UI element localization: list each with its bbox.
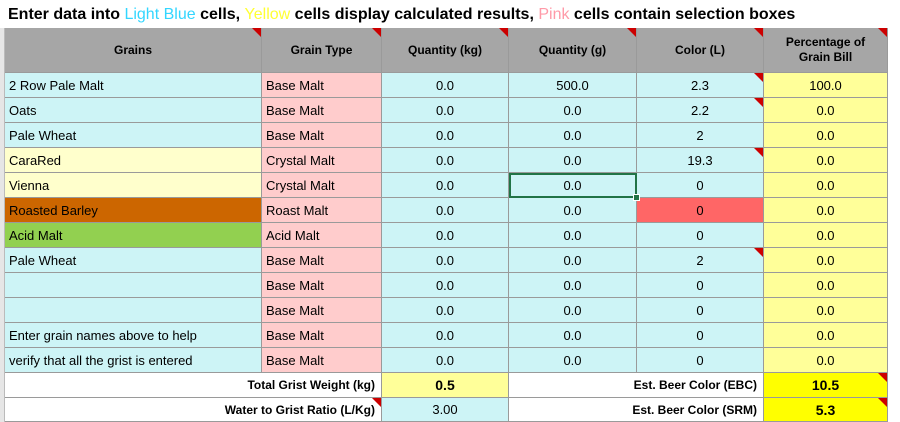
percentage-cell: 0.0 — [764, 273, 888, 298]
header-quantity-g: Quantity (g) — [509, 28, 637, 73]
quantity-kg-cell[interactable]: 0.0 — [382, 273, 509, 298]
percentage-cell: 0.0 — [764, 173, 888, 198]
color-cell[interactable]: 2 — [637, 248, 764, 273]
quantity-g-cell[interactable]: 0.0 — [509, 198, 637, 223]
color-cell[interactable]: 2 — [637, 123, 764, 148]
grain-name-cell[interactable]: verify that all the grist is entered — [5, 348, 262, 373]
header-grain-type: Grain Type — [262, 28, 382, 73]
percentage-cell: 0.0 — [764, 198, 888, 223]
percentage-cell: 0.0 — [764, 348, 888, 373]
color-cell[interactable]: 0 — [637, 323, 764, 348]
grain-type-select[interactable]: Base Malt — [262, 348, 382, 373]
quantity-kg-cell[interactable]: 0.0 — [382, 123, 509, 148]
quantity-g-cell[interactable]: 0.0 — [509, 248, 637, 273]
quantity-g-cell[interactable]: 0.0 — [509, 323, 637, 348]
banner-light-blue: Light Blue — [124, 6, 196, 23]
quantity-kg-cell[interactable]: 0.0 — [382, 198, 509, 223]
selection-fill-handle[interactable] — [633, 194, 640, 201]
grain-type-select[interactable]: Base Malt — [262, 273, 382, 298]
color-cell[interactable]: 19.3 — [637, 148, 764, 173]
total-grist-weight-value: 0.5 — [382, 373, 509, 398]
quantity-g-cell[interactable]: 0.0 — [509, 348, 637, 373]
grain-name-cell[interactable]: 2 Row Pale Malt — [5, 73, 262, 98]
grain-type-select[interactable]: Base Malt — [262, 123, 382, 148]
quantity-g-cell[interactable]: 0.0 — [509, 123, 637, 148]
quantity-g-cell[interactable]: 0.0 — [509, 98, 637, 123]
quantity-g-cell[interactable]: 500.0 — [509, 73, 637, 98]
grain-name-cell[interactable]: Enter grain names above to help — [5, 323, 262, 348]
quantity-kg-cell[interactable]: 0.0 — [382, 148, 509, 173]
est-color-srm-label: Est. Beer Color (SRM) — [509, 398, 764, 422]
grain-name-cell[interactable]: Acid Malt — [5, 223, 262, 248]
banner-pink: Pink — [538, 6, 570, 23]
water-grist-ratio-label: Water to Grist Ratio (L/Kg) — [5, 398, 382, 422]
quantity-g-cell[interactable]: 0.0 — [509, 298, 637, 323]
color-cell[interactable]: 0 — [637, 273, 764, 298]
row-header-margin — [0, 28, 5, 422]
grain-name-cell[interactable]: Pale Wheat — [5, 248, 262, 273]
banner-text-1: Enter data into — [8, 6, 125, 23]
quantity-kg-cell[interactable]: 0.0 — [382, 98, 509, 123]
grain-type-select[interactable]: Acid Malt — [262, 223, 382, 248]
banner-text-3: cells display calculated results, — [290, 6, 539, 23]
color-cell[interactable]: 0 — [637, 198, 764, 223]
percentage-cell: 0.0 — [764, 123, 888, 148]
color-cell[interactable]: 0 — [637, 173, 764, 198]
header-color: Color (L) — [637, 28, 764, 73]
est-color-ebc-label: Est. Beer Color (EBC) — [509, 373, 764, 398]
color-cell[interactable]: 0 — [637, 223, 764, 248]
color-cell[interactable]: 2.2 — [637, 98, 764, 123]
instructions-banner: Enter data into Light Blue cells, Yellow… — [0, 0, 900, 28]
grain-name-cell[interactable]: Roasted Barley — [5, 198, 262, 223]
grain-name-cell[interactable]: Pale Wheat — [5, 123, 262, 148]
percentage-cell: 0.0 — [764, 223, 888, 248]
color-cell[interactable]: 2.3 — [637, 73, 764, 98]
grain-name-cell[interactable] — [5, 298, 262, 323]
water-grist-ratio-input[interactable]: 3.00 — [382, 398, 509, 422]
percentage-cell: 0.0 — [764, 298, 888, 323]
grain-type-select[interactable]: Base Malt — [262, 248, 382, 273]
percentage-cell: 0.0 — [764, 248, 888, 273]
quantity-kg-cell[interactable]: 0.0 — [382, 223, 509, 248]
grain-type-select[interactable]: Base Malt — [262, 73, 382, 98]
quantity-kg-cell[interactable]: 0.0 — [382, 173, 509, 198]
grain-name-cell[interactable]: CaraRed — [5, 148, 262, 173]
grain-name-cell[interactable]: Oats — [5, 98, 262, 123]
grain-type-select[interactable]: Base Malt — [262, 323, 382, 348]
header-percentage: Percentage of Grain Bill — [764, 28, 888, 73]
grain-type-select[interactable]: Crystal Malt — [262, 148, 382, 173]
quantity-g-cell[interactable]: 0.0 — [509, 223, 637, 248]
quantity-g-cell[interactable]: 0.0 — [509, 273, 637, 298]
banner-yellow: Yellow — [244, 6, 291, 23]
grain-type-select[interactable]: Base Malt — [262, 98, 382, 123]
grain-type-select[interactable]: Roast Malt — [262, 198, 382, 223]
color-cell[interactable]: 0 — [637, 348, 764, 373]
color-cell[interactable]: 0 — [637, 298, 764, 323]
quantity-g-cell[interactable]: 0.0 — [509, 148, 637, 173]
percentage-cell: 0.0 — [764, 323, 888, 348]
header-quantity-kg: Quantity (kg) — [382, 28, 509, 73]
grain-type-select[interactable]: Crystal Malt — [262, 173, 382, 198]
banner-text-4: cells contain selection boxes — [569, 6, 796, 23]
banner-text-2: cells, — [195, 6, 245, 23]
quantity-g-cell-selected[interactable]: 0.0 — [509, 173, 637, 198]
header-grains: Grains — [5, 28, 262, 73]
quantity-kg-cell[interactable]: 0.0 — [382, 73, 509, 98]
quantity-kg-cell[interactable]: 0.0 — [382, 248, 509, 273]
grain-type-select[interactable]: Base Malt — [262, 298, 382, 323]
quantity-kg-cell[interactable]: 0.0 — [382, 298, 509, 323]
est-color-srm-value: 5.3 — [764, 398, 888, 422]
grain-name-cell[interactable]: Vienna — [5, 173, 262, 198]
quantity-kg-cell[interactable]: 0.0 — [382, 348, 509, 373]
percentage-cell: 0.0 — [764, 148, 888, 173]
percentage-cell: 100.0 — [764, 73, 888, 98]
percentage-cell: 0.0 — [764, 98, 888, 123]
total-grist-weight-label: Total Grist Weight (kg) — [5, 373, 382, 398]
grain-name-cell[interactable] — [5, 273, 262, 298]
quantity-kg-cell[interactable]: 0.0 — [382, 323, 509, 348]
est-color-ebc-value: 10.5 — [764, 373, 888, 398]
